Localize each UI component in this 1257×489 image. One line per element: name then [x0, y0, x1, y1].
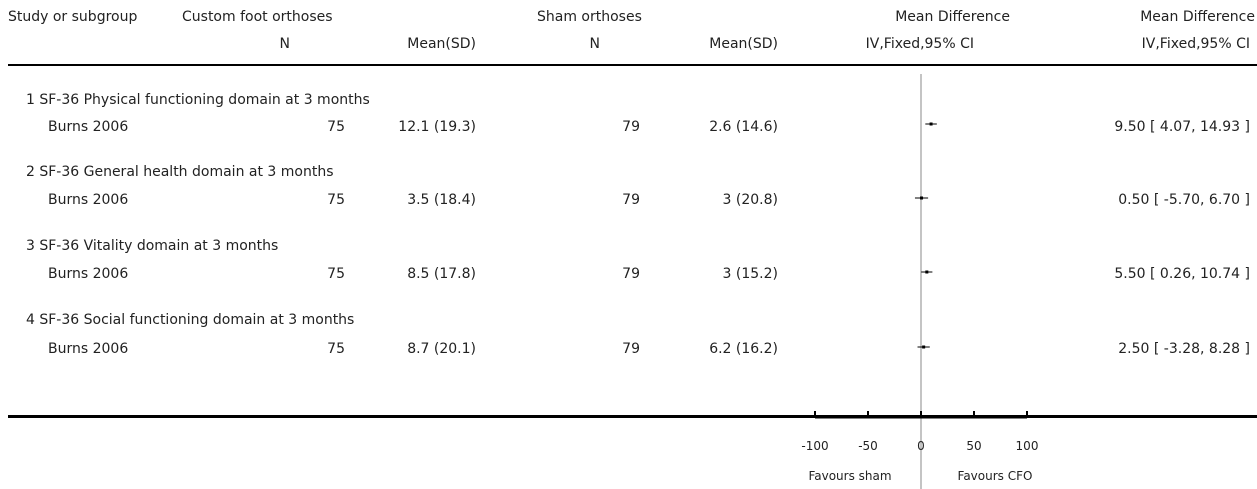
subgroup-title: 4 SF-36 Social functioning domain at 3 m…	[26, 312, 355, 328]
header-ci-text: IV,Fixed,95% CI	[1141, 36, 1250, 52]
n-treatment: 75	[327, 266, 345, 282]
n-control: 79	[622, 341, 640, 357]
header-study: Study or subgroup	[8, 9, 138, 25]
x-tick-label: 0	[917, 439, 925, 453]
n-treatment: 75	[327, 119, 345, 135]
header-mean2: Mean(SD)	[709, 36, 778, 52]
subgroup-title: 1 SF-36 Physical functioning domain at 3…	[26, 92, 370, 108]
study-name: Burns 2006	[48, 341, 129, 357]
study-name: Burns 2006	[48, 266, 129, 282]
point-estimate	[922, 345, 926, 349]
study-name: Burns 2006	[48, 119, 129, 135]
subgroup-title: 2 SF-36 General health domain at 3 month…	[26, 164, 334, 180]
ci-text: 5.50 [ 0.26, 10.74 ]	[1114, 266, 1250, 282]
ci-text: 2.50 [ -3.28, 8.28 ]	[1118, 341, 1250, 357]
header-rule	[8, 64, 1257, 66]
mean-sd-treatment: 3.5 (18.4)	[407, 192, 476, 208]
n-control: 79	[622, 266, 640, 282]
favours-left-label: Favours sham	[808, 469, 892, 483]
n-treatment: 75	[327, 192, 345, 208]
mean-sd-treatment: 12.1 (19.3)	[398, 119, 476, 135]
point-estimate	[920, 196, 924, 200]
x-tick-label: -50	[858, 439, 878, 453]
x-tick-label: 50	[966, 439, 981, 453]
mean-sd-control: 2.6 (14.6)	[709, 119, 778, 135]
x-tick-label: -100	[801, 439, 828, 453]
point-estimate	[925, 270, 929, 274]
header-md-plot: Mean Difference	[895, 9, 1010, 25]
n-control: 79	[622, 119, 640, 135]
study-name: Burns 2006	[48, 192, 129, 208]
header-n1: N	[279, 36, 290, 52]
mean-sd-control: 3 (20.8)	[722, 192, 778, 208]
subgroup-title: 3 SF-36 Vitality domain at 3 months	[26, 238, 279, 254]
ci-text: 0.50 [ -5.70, 6.70 ]	[1118, 192, 1250, 208]
header-ci-plot: IV,Fixed,95% CI	[865, 36, 974, 52]
favours-right-label: Favours CFO	[957, 469, 1033, 483]
mean-sd-treatment: 8.7 (20.1)	[407, 341, 476, 357]
mean-sd-treatment: 8.5 (17.8)	[407, 266, 476, 282]
header-group2: Sham orthoses	[537, 9, 642, 25]
ci-text: 9.50 [ 4.07, 14.93 ]	[1114, 119, 1250, 135]
header-group1: Custom foot orthoses	[182, 9, 333, 25]
n-treatment: 75	[327, 341, 345, 357]
point-estimate	[929, 122, 933, 126]
mean-sd-control: 6.2 (16.2)	[709, 341, 778, 357]
mean-sd-control: 3 (15.2)	[722, 266, 778, 282]
header-n2: N	[589, 36, 600, 52]
n-control: 79	[622, 192, 640, 208]
x-tick-label: 100	[1016, 439, 1039, 453]
header-mean1: Mean(SD)	[407, 36, 476, 52]
bottom-rule	[8, 415, 1257, 418]
header-md-text: Mean Difference	[1140, 9, 1255, 25]
